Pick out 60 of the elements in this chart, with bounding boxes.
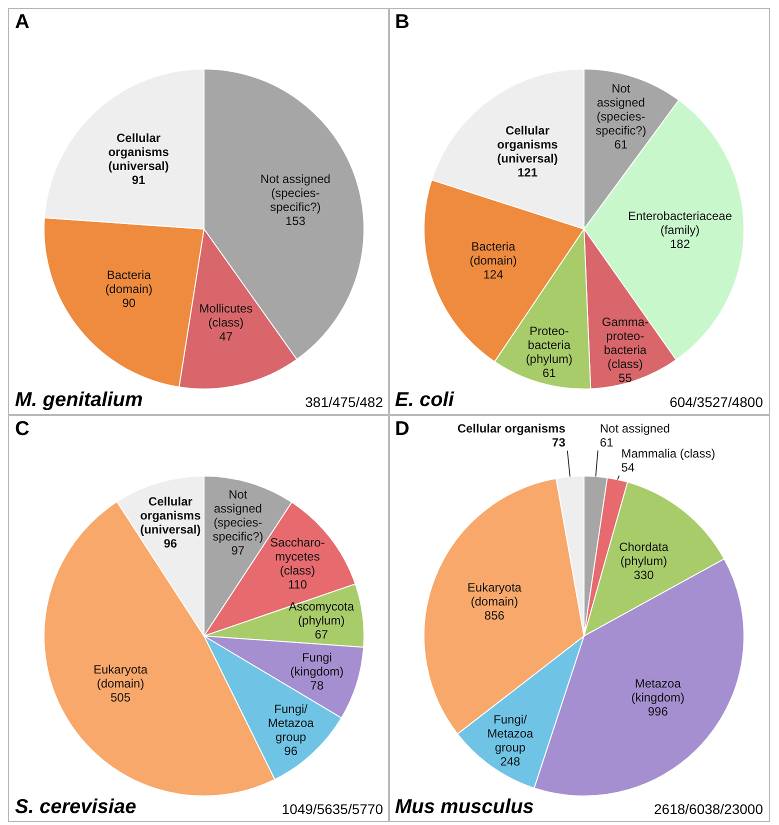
text: Mus musculus: [395, 796, 534, 819]
data-label: 182: [670, 237, 690, 251]
data-label: 78: [310, 678, 324, 692]
slice-label: Mollicutes (class): [199, 301, 253, 330]
slice-label: Not assigned (species- specific?): [212, 488, 264, 544]
data-label: 996: [648, 704, 668, 718]
text: M. genitalium: [15, 389, 143, 412]
data-label: 96: [164, 536, 178, 550]
slice-label: Cellular organisms: [457, 422, 566, 436]
chart-title: C: [15, 418, 30, 441]
data-label: 67: [314, 628, 328, 642]
slice-label: Not assigned: [600, 422, 670, 436]
chart-title: D: [395, 418, 410, 441]
data-label: 61: [542, 366, 556, 380]
data-label: 73: [552, 436, 566, 450]
data-label: 47: [219, 329, 233, 344]
slice-label: Cellular organisms (universal): [497, 123, 558, 166]
slice-label: Fungi/ Metazoa group: [268, 702, 314, 744]
slice-label: Proteo- bacteria (phylum): [526, 324, 573, 366]
text: 1049/5635/5770: [282, 801, 383, 817]
text: 381/475/482: [305, 394, 383, 410]
data-label: 61: [614, 138, 628, 152]
data-label: 54: [621, 460, 635, 475]
data-label: 110: [288, 577, 308, 592]
text: S. cerevisiae: [15, 796, 136, 819]
slice-label: Not assigned (species- specific?): [596, 82, 646, 138]
slice-label: Eukaryota (domain): [467, 580, 522, 608]
slice-label: Gamma- proteo- bacteria (class): [602, 315, 649, 372]
text: E. coli: [395, 389, 454, 412]
data-label: 121: [517, 165, 538, 180]
data-label: 55: [618, 371, 632, 386]
slice-label: Mammalia (class): [621, 446, 716, 461]
slice-label: Chordata (phylum): [619, 540, 669, 568]
data-label: 153: [285, 214, 306, 228]
chart-title: B: [395, 11, 410, 34]
data-label: 96: [284, 744, 298, 758]
slice-label: Fungi (kingdom): [290, 650, 344, 678]
data-label: 330: [634, 568, 654, 582]
chart-title: A: [15, 11, 30, 34]
data-label: 97: [231, 544, 245, 558]
data-label: 856: [484, 608, 505, 622]
slice-label: Bacteria (domain): [470, 239, 517, 268]
data-label: 61: [600, 436, 614, 450]
data-label: 248: [500, 754, 521, 769]
slice-label: Saccharo- mycetes (class): [270, 535, 325, 578]
slice-label: Bacteria (domain): [105, 268, 153, 296]
slice-label: Ascomycota (phylum): [288, 600, 354, 628]
data-label: 124: [483, 267, 504, 282]
slice-label: Fungi/ Metazoa group: [487, 712, 534, 755]
slice-label: Not assigned (species- specific?): [260, 172, 330, 214]
data-label: 91: [132, 172, 146, 187]
text: 2618/6038/23000: [654, 801, 763, 817]
data-label: 505: [110, 690, 131, 704]
slice-label: Eukaryota (domain): [94, 662, 148, 690]
slice-label: Metazoa (kingdom): [631, 676, 685, 704]
slice-label: Cellular organisms (universal): [108, 130, 170, 173]
slice-label: Enterobacteriaceae (family): [628, 209, 732, 237]
slice-label: Cellular organisms (universal): [140, 494, 202, 536]
text: 604/3527/4800: [670, 394, 763, 410]
data-label: 90: [122, 296, 136, 310]
